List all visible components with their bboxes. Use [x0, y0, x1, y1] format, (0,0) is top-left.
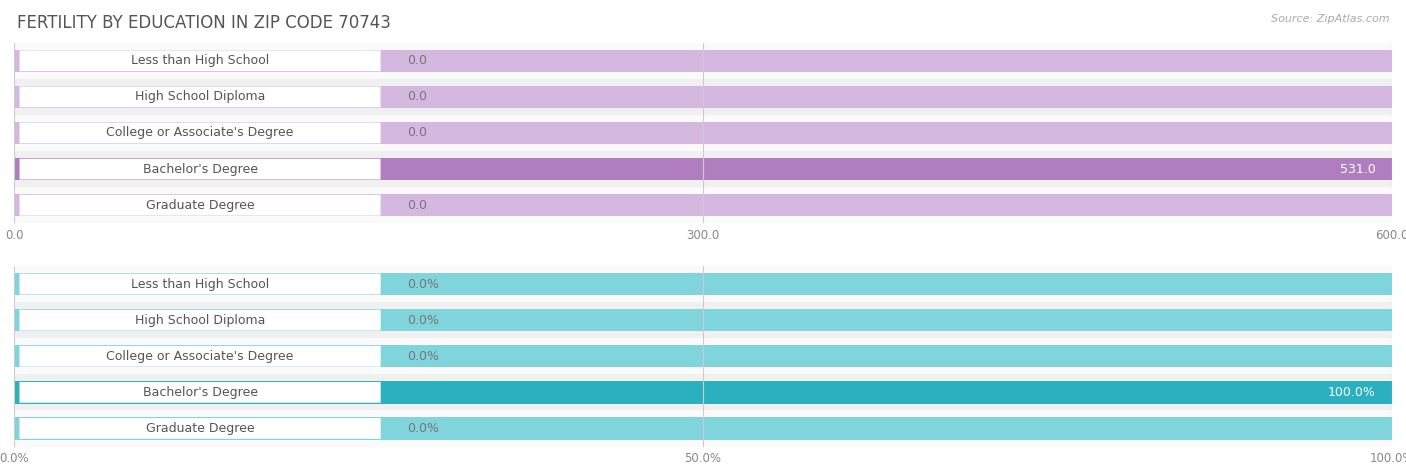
- Bar: [14, 266, 1392, 302]
- Text: 0.0%: 0.0%: [406, 350, 439, 363]
- Text: 0.0%: 0.0%: [406, 277, 439, 291]
- Bar: [14, 410, 1392, 446]
- FancyBboxPatch shape: [20, 310, 381, 331]
- Bar: [14, 158, 1392, 180]
- Text: Graduate Degree: Graduate Degree: [146, 422, 254, 435]
- Text: High School Diploma: High School Diploma: [135, 314, 266, 327]
- Text: 0.0: 0.0: [406, 90, 427, 104]
- Text: 531.0: 531.0: [1340, 162, 1375, 176]
- FancyBboxPatch shape: [20, 86, 381, 107]
- Bar: [14, 417, 1392, 440]
- Text: 0.0: 0.0: [406, 199, 427, 212]
- Bar: [14, 374, 1392, 410]
- Text: Source: ZipAtlas.com: Source: ZipAtlas.com: [1271, 14, 1389, 24]
- Bar: [14, 309, 1392, 332]
- Bar: [14, 273, 1392, 295]
- Text: 0.0: 0.0: [406, 54, 427, 67]
- Text: Bachelor's Degree: Bachelor's Degree: [142, 162, 257, 176]
- Text: 0.0%: 0.0%: [406, 314, 439, 327]
- Bar: [14, 151, 1392, 187]
- Bar: [14, 302, 1392, 338]
- Bar: [14, 187, 1392, 223]
- FancyBboxPatch shape: [20, 274, 381, 294]
- Bar: [14, 345, 1392, 368]
- Text: 100.0%: 100.0%: [1327, 386, 1375, 399]
- FancyBboxPatch shape: [20, 123, 381, 143]
- FancyBboxPatch shape: [20, 159, 381, 180]
- Bar: [14, 381, 1392, 404]
- Bar: [14, 79, 1392, 115]
- Text: College or Associate's Degree: College or Associate's Degree: [107, 126, 294, 140]
- Text: College or Associate's Degree: College or Associate's Degree: [107, 350, 294, 363]
- Bar: [14, 122, 1392, 144]
- Bar: [14, 49, 1392, 72]
- Bar: [14, 338, 1392, 374]
- Bar: [14, 86, 1392, 108]
- FancyBboxPatch shape: [20, 382, 381, 403]
- FancyBboxPatch shape: [20, 50, 381, 71]
- Text: High School Diploma: High School Diploma: [135, 90, 266, 104]
- FancyBboxPatch shape: [20, 346, 381, 367]
- Bar: [14, 115, 1392, 151]
- FancyBboxPatch shape: [20, 195, 381, 216]
- Text: FERTILITY BY EDUCATION IN ZIP CODE 70743: FERTILITY BY EDUCATION IN ZIP CODE 70743: [17, 14, 391, 32]
- Bar: [14, 43, 1392, 79]
- Text: Graduate Degree: Graduate Degree: [146, 199, 254, 212]
- Text: 0.0%: 0.0%: [406, 422, 439, 435]
- Text: Less than High School: Less than High School: [131, 277, 269, 291]
- Text: Less than High School: Less than High School: [131, 54, 269, 67]
- Text: 0.0: 0.0: [406, 126, 427, 140]
- Bar: [14, 194, 1392, 217]
- Text: Bachelor's Degree: Bachelor's Degree: [142, 386, 257, 399]
- FancyBboxPatch shape: [20, 418, 381, 439]
